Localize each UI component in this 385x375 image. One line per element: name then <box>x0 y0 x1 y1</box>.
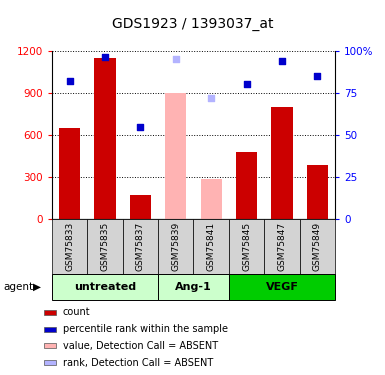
Bar <box>52 274 158 300</box>
Bar <box>87 219 123 274</box>
Text: ▶: ▶ <box>33 282 41 292</box>
Bar <box>229 274 335 300</box>
Text: GDS1923 / 1393037_at: GDS1923 / 1393037_at <box>112 17 273 32</box>
Bar <box>94 58 116 219</box>
Bar <box>201 178 222 219</box>
Bar <box>44 327 56 332</box>
Bar <box>236 152 257 219</box>
Point <box>67 78 73 84</box>
Text: Ang-1: Ang-1 <box>175 282 212 292</box>
Point <box>102 54 108 60</box>
Text: GSM75837: GSM75837 <box>136 222 145 271</box>
Bar <box>264 219 300 274</box>
Bar <box>44 360 56 365</box>
Point <box>208 95 214 101</box>
Bar <box>52 219 87 274</box>
Bar <box>300 219 335 274</box>
Text: GSM75847: GSM75847 <box>277 222 286 271</box>
Bar <box>306 165 328 219</box>
Text: count: count <box>63 307 90 317</box>
Text: rank, Detection Call = ABSENT: rank, Detection Call = ABSENT <box>63 358 213 368</box>
Bar <box>271 107 293 219</box>
Bar <box>44 310 56 315</box>
Point <box>243 81 249 87</box>
Bar <box>165 93 186 219</box>
Text: percentile rank within the sample: percentile rank within the sample <box>63 324 228 334</box>
Bar <box>130 195 151 219</box>
Bar <box>158 219 193 274</box>
Text: value, Detection Call = ABSENT: value, Detection Call = ABSENT <box>63 341 218 351</box>
Bar <box>229 219 264 274</box>
Text: untreated: untreated <box>74 282 136 292</box>
Text: VEGF: VEGF <box>265 282 298 292</box>
Point <box>279 58 285 64</box>
Bar <box>193 219 229 274</box>
Bar <box>44 344 56 348</box>
Point <box>137 124 144 130</box>
Point <box>314 73 320 79</box>
Text: GSM75835: GSM75835 <box>100 222 110 271</box>
Text: GSM75849: GSM75849 <box>313 222 322 271</box>
Text: GSM75841: GSM75841 <box>207 222 216 271</box>
Bar <box>59 128 80 219</box>
Point <box>173 56 179 62</box>
Text: GSM75833: GSM75833 <box>65 222 74 271</box>
Bar <box>123 219 158 274</box>
Bar <box>158 274 229 300</box>
Text: GSM75839: GSM75839 <box>171 222 180 271</box>
Text: agent: agent <box>4 282 34 292</box>
Text: GSM75845: GSM75845 <box>242 222 251 271</box>
